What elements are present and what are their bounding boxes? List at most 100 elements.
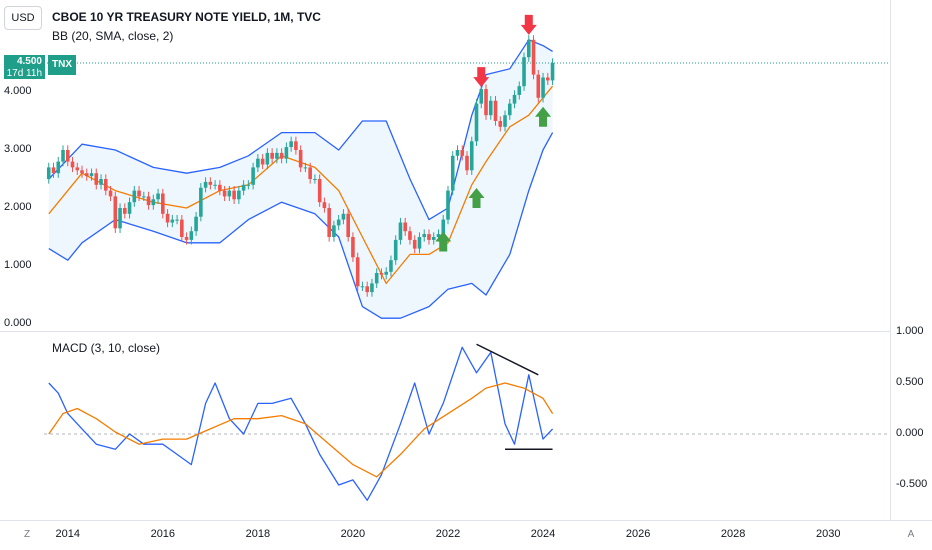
candle-body[interactable] — [103, 179, 108, 191]
candle-body[interactable] — [232, 190, 236, 200]
candle-body[interactable] — [465, 155, 469, 171]
candle-body[interactable] — [132, 190, 137, 203]
candle-body[interactable] — [279, 152, 284, 159]
candle-body[interactable] — [94, 173, 99, 185]
candle-body[interactable] — [346, 213, 350, 237]
candle-body[interactable] — [541, 77, 545, 98]
candle-body[interactable] — [46, 167, 51, 179]
candle-body[interactable] — [436, 234, 441, 237]
candle-body[interactable] — [99, 179, 103, 185]
candle-body[interactable] — [355, 257, 360, 287]
candle-body[interactable] — [222, 190, 227, 197]
bb-indicator-legend[interactable]: BB (20, SMA, close, 2) — [52, 29, 174, 43]
candle-body[interactable] — [298, 150, 303, 168]
candle-body[interactable] — [184, 237, 189, 240]
candle-body[interactable] — [151, 199, 156, 206]
candle-body[interactable] — [170, 219, 175, 223]
candle-body[interactable] — [479, 89, 484, 104]
candle-body[interactable] — [469, 141, 474, 171]
candle-body[interactable] — [265, 152, 270, 165]
candle-body[interactable] — [322, 202, 327, 208]
candle-body[interactable] — [412, 239, 417, 249]
candle-body[interactable] — [213, 184, 217, 186]
candle-body[interactable] — [256, 158, 260, 168]
candle-body[interactable] — [498, 121, 503, 127]
candle-body[interactable] — [503, 115, 507, 127]
candle-body[interactable] — [208, 181, 213, 185]
auto-scale-button[interactable]: A — [907, 529, 915, 540]
candle-body[interactable] — [536, 74, 541, 98]
candle-body[interactable] — [488, 100, 493, 116]
candle-body[interactable] — [427, 234, 431, 240]
candle-body[interactable] — [75, 167, 80, 171]
candle-body[interactable] — [327, 208, 331, 237]
candle-body[interactable] — [446, 190, 450, 220]
candle-body[interactable] — [70, 161, 75, 168]
candle-body[interactable] — [199, 187, 203, 217]
candle-body[interactable] — [455, 150, 460, 156]
candle-body[interactable] — [227, 190, 232, 197]
candle-body[interactable] — [113, 196, 118, 229]
candle-body[interactable] — [370, 283, 374, 293]
candle-body[interactable] — [56, 161, 61, 174]
candle-body[interactable] — [450, 155, 455, 191]
candle-body[interactable] — [156, 193, 160, 200]
candle-body[interactable] — [218, 184, 222, 191]
candle-body[interactable] — [389, 260, 393, 272]
candle-body[interactable] — [161, 193, 165, 214]
candle-body[interactable] — [403, 222, 408, 232]
candle-body[interactable] — [51, 167, 56, 174]
candle-body[interactable] — [189, 231, 194, 240]
candle-body[interactable] — [474, 103, 479, 142]
candle-body[interactable] — [379, 272, 384, 275]
candle-body[interactable] — [384, 271, 389, 275]
candle-body[interactable] — [522, 57, 526, 87]
candle-body[interactable] — [360, 286, 365, 288]
candle-body[interactable] — [332, 225, 336, 237]
candle-body[interactable] — [507, 103, 512, 116]
candle-body[interactable] — [89, 173, 94, 177]
candle-body[interactable] — [526, 39, 531, 58]
candle-body[interactable] — [512, 94, 517, 104]
candle-body[interactable] — [550, 63, 555, 81]
candle-body[interactable] — [251, 167, 255, 185]
candle-body[interactable] — [303, 167, 308, 169]
candle-body[interactable] — [294, 141, 298, 150]
candle-body[interactable] — [422, 234, 427, 237]
candle-body[interactable] — [493, 100, 498, 121]
candle-body[interactable] — [275, 152, 279, 159]
candle-body[interactable] — [308, 167, 312, 179]
candle-body[interactable] — [127, 202, 132, 214]
candle-body[interactable] — [341, 213, 346, 220]
candle-body[interactable] — [61, 150, 65, 162]
candle-body[interactable] — [460, 150, 465, 156]
candle-body[interactable] — [270, 152, 274, 159]
candle-body[interactable] — [441, 219, 446, 235]
candle-body[interactable] — [431, 237, 436, 240]
candle-body[interactable] — [531, 39, 536, 75]
candle-body[interactable] — [137, 190, 141, 197]
candle-body[interactable] — [289, 141, 293, 148]
candle-body[interactable] — [545, 77, 550, 81]
candle-body[interactable] — [122, 208, 127, 214]
candle-body[interactable] — [374, 272, 379, 284]
candle-body[interactable] — [194, 216, 198, 232]
candle-body[interactable] — [365, 286, 369, 293]
candle-body[interactable] — [65, 150, 70, 162]
macd-indicator-legend[interactable]: MACD (3, 10, close) — [52, 341, 161, 355]
candle-body[interactable] — [393, 239, 398, 261]
candle-body[interactable] — [408, 231, 412, 240]
candle-body[interactable] — [313, 179, 317, 180]
candle-body[interactable] — [246, 184, 251, 186]
macd-trendline[interactable] — [476, 343, 539, 376]
currency-button[interactable]: USD — [4, 6, 42, 30]
candle-body[interactable] — [175, 219, 179, 221]
candle-body[interactable] — [118, 208, 122, 229]
candle-body[interactable] — [484, 89, 488, 116]
candle-body[interactable] — [317, 179, 322, 203]
candle-body[interactable] — [417, 237, 422, 249]
candle-body[interactable] — [284, 147, 289, 159]
candle-body[interactable] — [142, 196, 146, 198]
candle-body[interactable] — [108, 190, 113, 197]
